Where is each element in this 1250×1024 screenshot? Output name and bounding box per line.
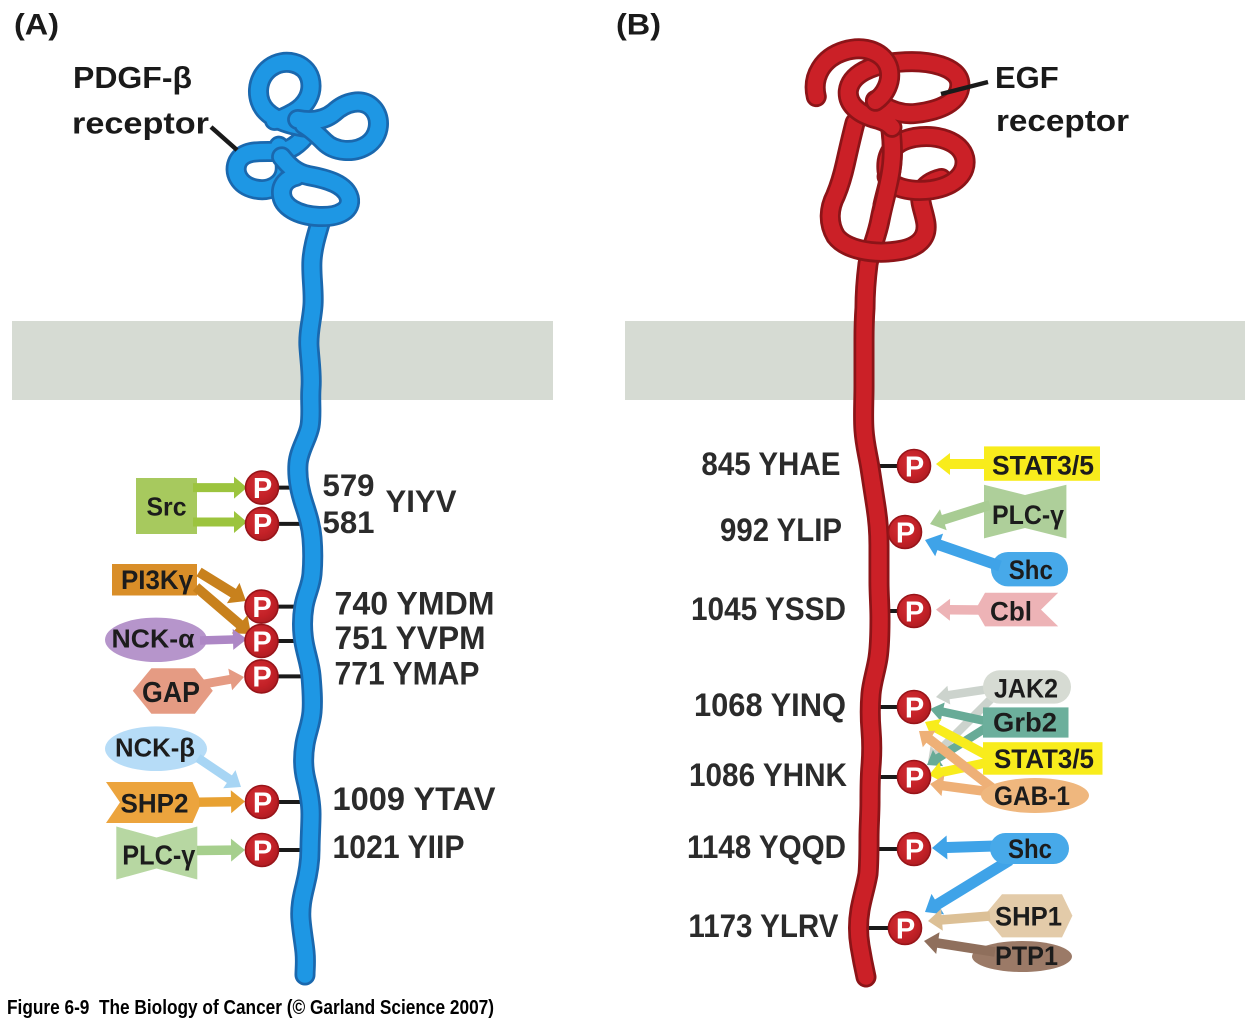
svg-text:P: P (905, 692, 924, 724)
svg-text:P: P (252, 626, 271, 658)
svg-text:1021 YIIP: 1021 YIIP (333, 829, 465, 865)
svg-text:P: P (253, 473, 272, 505)
svg-text:YIYV: YIYV (386, 483, 457, 519)
svg-text:1068 YINQ: 1068 YINQ (694, 687, 846, 723)
svg-text:751 YVPM: 751 YVPM (335, 620, 486, 656)
svg-text:SHP2: SHP2 (121, 789, 189, 819)
svg-text:1173 YLRV: 1173 YLRV (688, 908, 839, 944)
svg-text:PTP1: PTP1 (995, 941, 1058, 971)
svg-text:P: P (253, 835, 272, 867)
svg-text:GAB-1: GAB-1 (994, 781, 1070, 811)
svg-text:845 YHAE: 845 YHAE (701, 446, 840, 482)
svg-text:Shc: Shc (1008, 834, 1052, 864)
svg-text:(B): (B) (616, 9, 661, 42)
svg-text:P: P (252, 592, 271, 624)
svg-text:STAT3/5: STAT3/5 (994, 744, 1094, 774)
svg-text:1009 YTAV: 1009 YTAV (333, 781, 497, 817)
svg-text:NCK-β: NCK-β (115, 733, 195, 763)
svg-text:P: P (905, 596, 924, 628)
svg-text:1045 YSSD: 1045 YSSD (691, 591, 846, 627)
svg-text:P: P (905, 451, 924, 483)
svg-text:Figure 6-9 The Biology of Can: Figure 6-9 The Biology of Cancer (© Garl… (7, 997, 494, 1019)
svg-text:PDGF-β: PDGF-β (73, 60, 192, 95)
svg-text:Shc: Shc (1009, 555, 1053, 585)
svg-text:1148 YQQD: 1148 YQQD (687, 829, 846, 865)
svg-text:1086 YHNK: 1086 YHNK (689, 757, 847, 793)
svg-text:Src: Src (147, 492, 187, 522)
svg-text:PLC-γ: PLC-γ (122, 840, 195, 871)
svg-text:P: P (253, 509, 272, 541)
svg-text:P: P (905, 762, 924, 794)
svg-text:Cbl: Cbl (990, 597, 1032, 627)
svg-text:receptor: receptor (996, 103, 1129, 138)
svg-text:P: P (896, 913, 915, 945)
svg-text:SHP1: SHP1 (995, 902, 1062, 932)
svg-text:NCK-α: NCK-α (112, 623, 195, 653)
svg-text:992 YLIP: 992 YLIP (720, 512, 842, 548)
svg-text:EGF: EGF (995, 60, 1059, 95)
svg-text:receptor: receptor (72, 106, 209, 141)
svg-text:STAT3/5: STAT3/5 (992, 450, 1094, 480)
svg-text:581: 581 (323, 504, 375, 540)
svg-text:(A): (A) (14, 9, 59, 42)
svg-text:P: P (252, 662, 271, 694)
svg-text:JAK2: JAK2 (994, 674, 1058, 704)
svg-text:740 YMDM: 740 YMDM (335, 586, 495, 622)
svg-text:GAP: GAP (142, 677, 200, 709)
svg-text:PLC-γ: PLC-γ (992, 500, 1064, 530)
svg-text:Grb2: Grb2 (993, 708, 1057, 738)
svg-text:771 YMAP: 771 YMAP (335, 655, 480, 691)
svg-text:579: 579 (323, 467, 375, 503)
svg-text:P: P (896, 517, 915, 549)
svg-text:P: P (905, 834, 924, 866)
svg-text:PI3Kγ: PI3Kγ (121, 565, 193, 595)
svg-text:P: P (253, 787, 272, 819)
